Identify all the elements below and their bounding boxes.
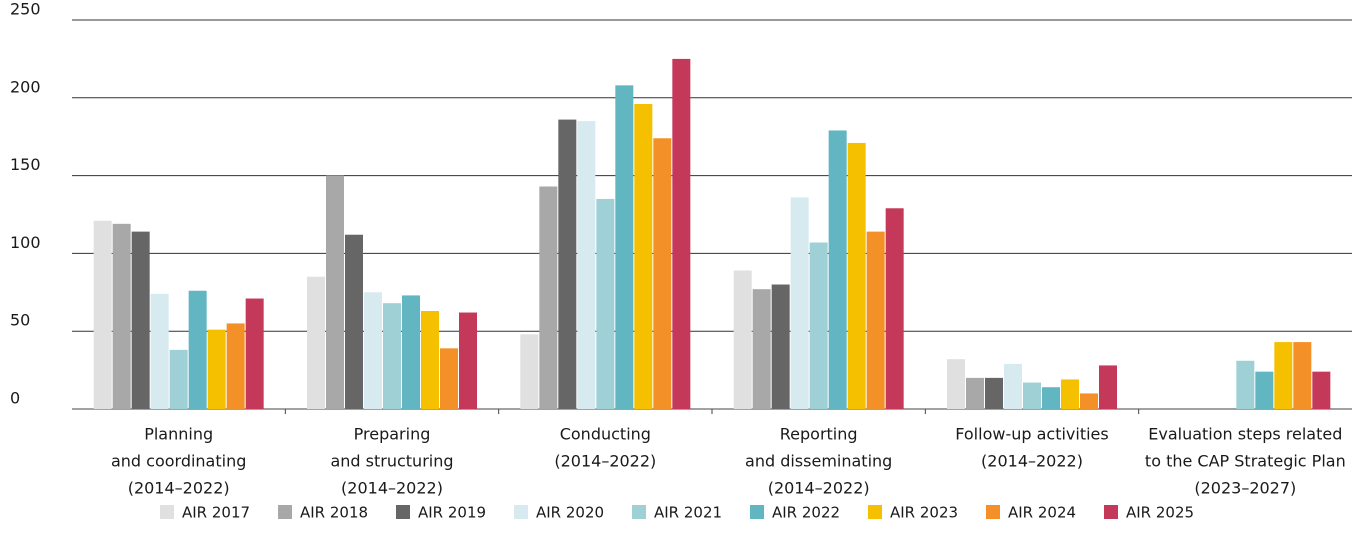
bar	[131, 231, 150, 409]
bar	[364, 292, 382, 409]
bar	[1004, 363, 1022, 409]
bar	[226, 323, 245, 409]
x-tick-label: to the CAP Strategic Plan	[1145, 452, 1346, 471]
legend-swatch	[278, 505, 292, 519]
legend-swatch	[868, 505, 882, 519]
x-tick-label: (2023–2027)	[1194, 479, 1296, 498]
bar	[326, 175, 344, 409]
x-tick-label: and disseminating	[745, 452, 892, 471]
legend-label: AIR 2024	[1008, 504, 1076, 522]
legend-label: AIR 2023	[890, 504, 958, 522]
bar	[539, 186, 558, 409]
bar	[421, 310, 439, 409]
bar	[112, 223, 131, 409]
x-tick-label: and coordinating	[111, 452, 246, 471]
x-tick-label: (2014–2022)	[768, 479, 870, 498]
bar	[634, 104, 653, 410]
bar	[885, 208, 904, 409]
bar	[440, 348, 458, 409]
x-tick-label: Preparing	[354, 425, 431, 444]
bar	[771, 284, 790, 409]
bar	[1255, 371, 1274, 409]
legend-swatch	[986, 505, 1000, 519]
bar	[207, 329, 226, 409]
bar	[169, 349, 188, 409]
legend-swatch	[396, 505, 410, 519]
bar	[733, 270, 752, 409]
legend-swatch	[750, 505, 764, 519]
bar	[1274, 342, 1293, 409]
bar	[558, 119, 577, 410]
x-tick-label: (2014–2022)	[554, 452, 656, 471]
x-tick-label: Planning	[144, 425, 213, 444]
legend-label: AIR 2021	[654, 504, 722, 522]
bar	[1080, 393, 1098, 409]
bar	[790, 197, 809, 409]
bar	[752, 289, 771, 409]
legend-label: AIR 2017	[182, 504, 250, 522]
x-tick-label: Conducting	[560, 425, 651, 444]
legend-label: AIR 2020	[536, 504, 604, 522]
bar	[150, 293, 169, 409]
bar	[1236, 360, 1255, 409]
bar	[520, 334, 539, 409]
x-tick-label: Evaluation steps related	[1148, 425, 1342, 444]
x-tick-label: Reporting	[780, 425, 858, 444]
bar	[345, 234, 363, 409]
legend-label: AIR 2019	[418, 504, 486, 522]
bar	[866, 231, 885, 409]
x-tick-label: (2014–2022)	[128, 479, 230, 498]
bar	[188, 290, 207, 409]
bar	[947, 359, 965, 409]
x-tick-label: (2014–2022)	[981, 452, 1083, 471]
bar	[1099, 365, 1117, 409]
bar	[1293, 342, 1312, 409]
x-tick-label: and structuring	[330, 452, 453, 471]
bar	[402, 295, 420, 409]
legend-swatch	[160, 505, 174, 519]
bar	[672, 58, 691, 410]
bar	[459, 312, 477, 409]
bar	[596, 198, 615, 409]
legend-label: AIR 2022	[772, 504, 840, 522]
bar	[245, 298, 264, 409]
bar	[847, 142, 866, 409]
bar	[383, 303, 401, 409]
bar	[1023, 382, 1041, 409]
legend-label: AIR 2018	[300, 504, 368, 522]
bar	[966, 377, 984, 409]
bar	[653, 138, 672, 410]
legend-swatch	[1104, 505, 1118, 519]
legend-swatch	[632, 505, 646, 519]
y-tick-label: 0	[10, 389, 20, 408]
bar	[985, 377, 1003, 409]
bar	[615, 85, 634, 410]
y-tick-label: 100	[10, 233, 41, 252]
bar	[809, 242, 828, 409]
legend-swatch	[514, 505, 528, 519]
bar	[577, 121, 596, 409]
bar	[93, 220, 112, 409]
bar	[1042, 387, 1060, 409]
bar	[307, 276, 325, 409]
x-tick-label: (2014–2022)	[341, 479, 443, 498]
bar	[1312, 371, 1331, 409]
y-tick-label: 150	[10, 155, 41, 174]
legend-label: AIR 2025	[1126, 504, 1194, 522]
x-tick-label: Follow-up activities	[955, 425, 1108, 444]
y-tick-label: 200	[10, 77, 41, 96]
bar	[1061, 379, 1079, 409]
y-tick-label: 50	[10, 311, 30, 330]
y-tick-label: 250	[10, 0, 41, 19]
bar	[828, 130, 847, 409]
